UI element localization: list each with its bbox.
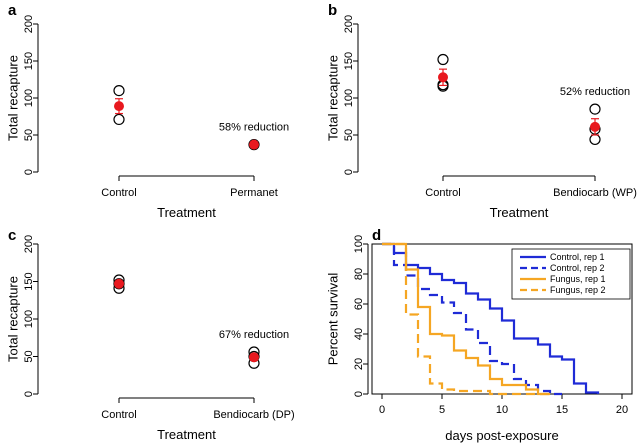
replicate-point bbox=[113, 84, 125, 97]
panel-letter: a bbox=[8, 2, 17, 19]
y-tick-label: 200 bbox=[23, 15, 35, 33]
legend-label: Fungus, rep 1 bbox=[550, 274, 606, 284]
survival-curve bbox=[382, 242, 562, 396]
y-tick-label: 60 bbox=[353, 298, 365, 310]
panel-b: b 0 50 100 150 200 Total recapture Control Bendi… bbox=[325, 2, 636, 220]
y-tick-label: 20 bbox=[353, 358, 365, 370]
x-axis-title: Treatment bbox=[490, 205, 549, 220]
x-tick-label: Control bbox=[101, 409, 136, 421]
survival-curve bbox=[382, 242, 600, 394]
x-tick-label: 0 bbox=[379, 404, 385, 416]
reduction-annotation: 58% reduction bbox=[219, 122, 289, 134]
y-tick-label: 100 bbox=[353, 235, 365, 253]
reduction-annotation: 67% reduction bbox=[219, 329, 289, 341]
survival-curve bbox=[382, 242, 550, 396]
panel-letter: d bbox=[372, 227, 381, 244]
x-tick-label: Control bbox=[101, 187, 136, 199]
y-tick-label: 100 bbox=[343, 89, 355, 107]
mean-point bbox=[114, 278, 124, 289]
panel-letter: b bbox=[328, 2, 337, 19]
legend-label: Control, rep 2 bbox=[550, 263, 605, 273]
x-axis-title: Treatment bbox=[157, 205, 216, 220]
panel-c: c 0 50 100 150 200 Total recapture Control Bendi… bbox=[5, 227, 294, 442]
y-tick-label: 50 bbox=[23, 129, 35, 141]
x-tick-label: Permanet bbox=[230, 187, 278, 199]
mean-point bbox=[590, 121, 600, 132]
y-tick-label: 0 bbox=[23, 391, 35, 397]
x-tick-label: 20 bbox=[616, 404, 628, 416]
x-tick-label: Bendiocarb (DP) bbox=[213, 409, 294, 421]
replicate-point bbox=[589, 133, 601, 146]
mean-point bbox=[438, 72, 448, 83]
y-tick-label: 40 bbox=[353, 328, 365, 340]
panel-d: d 0 20 40 60 80 100 Percent survival 0 5 10 15 20 day… bbox=[325, 227, 633, 443]
replicate-point bbox=[113, 113, 125, 126]
y-axis-title: Total recapture bbox=[5, 55, 20, 141]
replicate-point bbox=[589, 103, 601, 115]
x-tick-label: 15 bbox=[556, 404, 568, 416]
y-tick-label: 150 bbox=[23, 272, 35, 290]
y-tick-label: 100 bbox=[23, 310, 35, 328]
replicate-point bbox=[437, 53, 449, 66]
survival-curve bbox=[382, 242, 550, 396]
y-tick-label: 50 bbox=[23, 350, 35, 362]
y-axis-title: Total recapture bbox=[325, 55, 340, 141]
x-axis-title: days post-exposure bbox=[445, 428, 558, 443]
y-tick-label: 100 bbox=[23, 89, 35, 107]
mean-point bbox=[249, 352, 259, 363]
legend-label: Control, rep 1 bbox=[550, 252, 605, 262]
y-tick-label: 150 bbox=[343, 52, 355, 70]
mean-point bbox=[114, 101, 124, 112]
x-tick-label: Bendiocarb (WP) bbox=[553, 187, 637, 199]
panel-letter: c bbox=[8, 227, 16, 244]
reduction-annotation: 52% reduction bbox=[560, 86, 630, 98]
y-tick-label: 0 bbox=[353, 391, 365, 397]
x-tick-label: Control bbox=[425, 187, 460, 199]
y-tick-label: 0 bbox=[23, 169, 35, 175]
y-tick-label: 50 bbox=[343, 129, 355, 141]
y-tick-label: 200 bbox=[23, 235, 35, 253]
y-axis-title: Percent survival bbox=[325, 273, 340, 366]
y-tick-label: 80 bbox=[353, 268, 365, 280]
x-axis-title: Treatment bbox=[157, 427, 216, 442]
y-tick-label: 150 bbox=[23, 52, 35, 70]
y-tick-label: 0 bbox=[343, 169, 355, 175]
x-tick-label: 10 bbox=[496, 404, 508, 416]
mean-point bbox=[249, 139, 259, 150]
panel-a: a 0 50 100 150 200 Total recapture Control Perma… bbox=[5, 2, 289, 220]
y-tick-label: 200 bbox=[343, 15, 355, 33]
x-tick-label: 5 bbox=[439, 404, 445, 416]
y-axis-title: Total recapture bbox=[5, 276, 20, 362]
legend-label: Fungus, rep 2 bbox=[550, 285, 606, 295]
